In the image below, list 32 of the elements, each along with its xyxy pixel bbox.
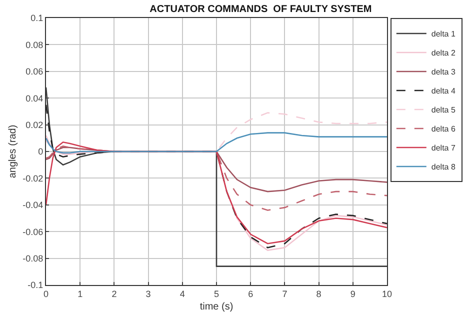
x-tick-label: 6	[248, 288, 254, 299]
x-tick-label: 10	[382, 288, 392, 299]
y-tick-label: -0.04	[22, 200, 44, 210]
x-tick-label: 8	[316, 288, 322, 299]
legend-label: delta 7	[431, 144, 456, 153]
y-tick-label: -0.02	[22, 173, 44, 184]
legend-label: delta 3	[431, 68, 456, 77]
y-tick-label: 0.1	[30, 13, 44, 24]
x-tick-label: 4	[180, 288, 185, 299]
y-tick-label: 0.08	[26, 40, 44, 50]
x-tick-label: 7	[282, 288, 288, 299]
y-tick-label: -0.1	[28, 280, 44, 290]
y-tick-label: 0.04	[26, 93, 44, 104]
legend-label: delta 6	[431, 124, 456, 134]
legend-label: delta 5	[431, 106, 456, 115]
x-axis-title: time (s)	[200, 301, 234, 312]
legend-label: delta 4	[431, 86, 456, 96]
y-tick-label: 0.02	[26, 120, 44, 130]
x-tick-label: 3	[146, 288, 151, 299]
y-tick-label: 0.06	[26, 66, 44, 77]
legend-label: delta 8	[431, 162, 456, 172]
x-tick-label: 2	[112, 288, 117, 299]
y-axis-title: angles (rad)	[8, 124, 19, 178]
x-tick-label: 9	[350, 288, 356, 299]
chart-title: ACTUATOR COMMANDS OF FAULTY SYSTEM	[150, 4, 372, 15]
x-tick-label: 1	[78, 288, 83, 299]
y-tick-label: -0.06	[22, 226, 44, 237]
y-tick-label: -0.08	[22, 253, 44, 264]
x-tick-label: 5	[214, 288, 220, 299]
y-tick-label: 0	[38, 146, 44, 157]
legend-label: delta 1	[431, 30, 456, 39]
legend-label: delta 2	[431, 48, 456, 58]
